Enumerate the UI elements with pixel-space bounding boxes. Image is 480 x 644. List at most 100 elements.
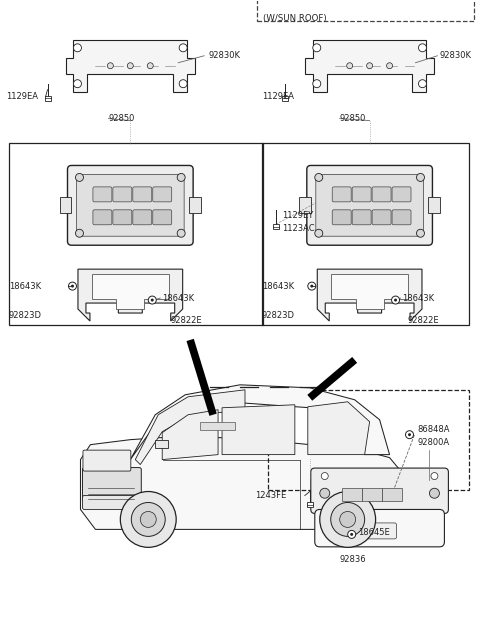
- Bar: [45, 96, 50, 100]
- FancyBboxPatch shape: [352, 187, 371, 202]
- Text: 1129EA: 1129EA: [262, 92, 294, 101]
- FancyBboxPatch shape: [133, 187, 152, 202]
- Circle shape: [120, 491, 176, 547]
- Circle shape: [73, 80, 82, 88]
- Polygon shape: [81, 437, 399, 529]
- Circle shape: [417, 229, 424, 237]
- Circle shape: [140, 511, 156, 527]
- Polygon shape: [155, 440, 168, 448]
- Bar: [273, 224, 279, 229]
- Circle shape: [406, 431, 413, 439]
- FancyBboxPatch shape: [307, 166, 432, 245]
- Text: 92823D: 92823D: [262, 310, 295, 319]
- Circle shape: [340, 511, 356, 527]
- Circle shape: [320, 491, 376, 547]
- FancyBboxPatch shape: [68, 166, 193, 245]
- Text: 18645E: 18645E: [358, 528, 389, 537]
- Text: 18643K: 18643K: [162, 294, 194, 303]
- Circle shape: [179, 44, 187, 52]
- FancyBboxPatch shape: [316, 175, 423, 236]
- Text: 92850: 92850: [108, 114, 135, 123]
- Circle shape: [73, 44, 82, 52]
- Circle shape: [177, 229, 185, 237]
- Text: 92830K: 92830K: [439, 52, 471, 61]
- Circle shape: [308, 282, 316, 290]
- FancyBboxPatch shape: [113, 187, 132, 202]
- Text: 86848A: 86848A: [418, 425, 450, 434]
- FancyBboxPatch shape: [429, 197, 441, 213]
- FancyBboxPatch shape: [352, 210, 371, 225]
- FancyBboxPatch shape: [315, 509, 444, 547]
- Polygon shape: [308, 402, 370, 455]
- Text: 92823D: 92823D: [9, 310, 42, 319]
- Text: 1123AC: 1123AC: [282, 223, 314, 232]
- Circle shape: [179, 80, 187, 88]
- Bar: [257, 0, 474, 21]
- Circle shape: [367, 62, 372, 69]
- Circle shape: [430, 488, 439, 498]
- Text: 92830K: 92830K: [208, 52, 240, 61]
- Circle shape: [419, 80, 426, 88]
- Text: 92822E: 92822E: [170, 316, 202, 325]
- Polygon shape: [92, 274, 168, 309]
- Text: 1243FE: 1243FE: [255, 491, 286, 500]
- Bar: [342, 488, 361, 502]
- FancyBboxPatch shape: [372, 187, 391, 202]
- Circle shape: [392, 296, 399, 304]
- Circle shape: [313, 44, 321, 52]
- Text: 1129EY: 1129EY: [282, 211, 313, 220]
- Bar: [282, 96, 288, 100]
- Text: 1129EA: 1129EA: [6, 92, 37, 101]
- Circle shape: [75, 173, 84, 182]
- FancyBboxPatch shape: [113, 210, 132, 225]
- Bar: [9, 142, 263, 325]
- Circle shape: [386, 62, 393, 69]
- Circle shape: [417, 173, 424, 182]
- Polygon shape: [317, 269, 422, 321]
- FancyBboxPatch shape: [133, 210, 152, 225]
- FancyBboxPatch shape: [332, 210, 351, 225]
- FancyBboxPatch shape: [311, 468, 448, 513]
- Polygon shape: [305, 40, 434, 91]
- Circle shape: [347, 62, 353, 69]
- Circle shape: [127, 62, 133, 69]
- FancyBboxPatch shape: [372, 210, 391, 225]
- Circle shape: [419, 44, 426, 52]
- Bar: [200, 422, 235, 430]
- Polygon shape: [78, 269, 183, 321]
- Circle shape: [75, 229, 84, 237]
- FancyBboxPatch shape: [93, 210, 112, 225]
- Circle shape: [331, 502, 365, 536]
- Circle shape: [431, 473, 438, 480]
- Text: 18643K: 18643K: [262, 281, 294, 290]
- Circle shape: [71, 285, 74, 288]
- Text: 92836: 92836: [340, 555, 366, 564]
- Text: 92822E: 92822E: [408, 316, 439, 325]
- Circle shape: [310, 285, 313, 288]
- Bar: [382, 488, 402, 502]
- Text: 92800A: 92800A: [418, 438, 450, 447]
- Circle shape: [321, 473, 328, 480]
- Circle shape: [394, 299, 397, 301]
- Circle shape: [348, 531, 356, 538]
- FancyBboxPatch shape: [189, 197, 201, 213]
- FancyBboxPatch shape: [299, 197, 311, 213]
- Polygon shape: [222, 405, 295, 455]
- FancyBboxPatch shape: [363, 523, 396, 539]
- Circle shape: [313, 80, 321, 88]
- FancyBboxPatch shape: [93, 187, 112, 202]
- Polygon shape: [135, 390, 245, 464]
- Bar: [262, 142, 469, 325]
- Circle shape: [108, 62, 113, 69]
- Polygon shape: [65, 40, 195, 91]
- Polygon shape: [130, 385, 390, 460]
- Bar: [268, 390, 469, 489]
- FancyBboxPatch shape: [392, 187, 411, 202]
- FancyBboxPatch shape: [332, 187, 351, 202]
- FancyBboxPatch shape: [153, 210, 172, 225]
- Circle shape: [177, 173, 185, 182]
- Circle shape: [350, 533, 353, 536]
- Circle shape: [315, 229, 323, 237]
- FancyBboxPatch shape: [83, 450, 131, 471]
- Circle shape: [151, 299, 154, 301]
